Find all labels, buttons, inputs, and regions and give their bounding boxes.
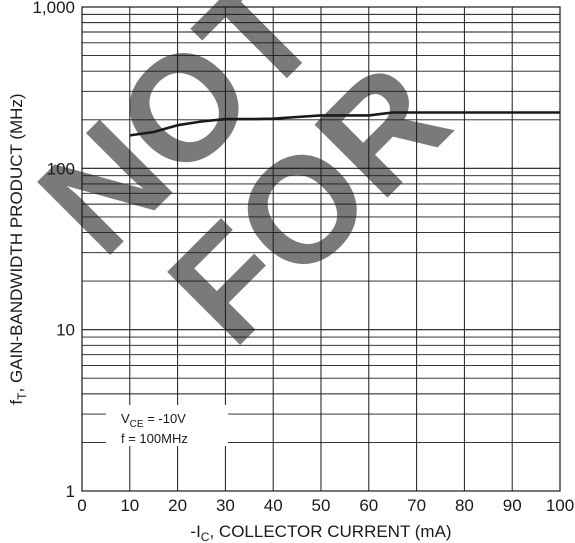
- x-tick-label: 60: [359, 496, 378, 515]
- plot-frame: [81, 6, 561, 492]
- watermark: NOT FOR: [7, 0, 480, 375]
- annotation-frequency: f = 100MHz: [121, 431, 188, 446]
- annotation-background: [106, 405, 228, 446]
- series-line-1: [129, 111, 560, 137]
- x-tick-label: 80: [455, 496, 474, 515]
- x-tick-label: 50: [312, 496, 331, 515]
- x-tick-label: 40: [264, 496, 283, 515]
- y-tick-label: 1: [66, 482, 75, 501]
- y-tick-labels: 1 10 100 1,000: [32, 0, 75, 501]
- y-axis-label: fT, GAIN-BANDWIDTH PRODUCT (MHz): [7, 93, 29, 404]
- annotation-vce: VCE = -10V: [121, 411, 186, 430]
- x-tick-label: 10: [120, 496, 139, 515]
- x-tick-label: 90: [503, 496, 522, 515]
- annotation-box: VCE = -10V f = 100MHz: [106, 405, 228, 446]
- y-tick-label: 1,000: [32, 0, 75, 17]
- x-tick-labels: 0 10 20 30 40 50 60 70 80 90 100: [77, 496, 574, 515]
- x-axis-label: -IC, COLLECTOR CURRENT (mA): [190, 522, 451, 543]
- series-group: [129, 111, 560, 137]
- x-tick-label: 0: [77, 496, 86, 515]
- x-tick-label: 100: [546, 496, 574, 515]
- x-tick-label: 70: [407, 496, 426, 515]
- grid: [82, 7, 560, 491]
- y-tick-label: 10: [56, 321, 75, 340]
- x-tick-label: 30: [216, 496, 235, 515]
- y-tick-label: 100: [47, 159, 75, 178]
- x-tick-label: 20: [168, 496, 187, 515]
